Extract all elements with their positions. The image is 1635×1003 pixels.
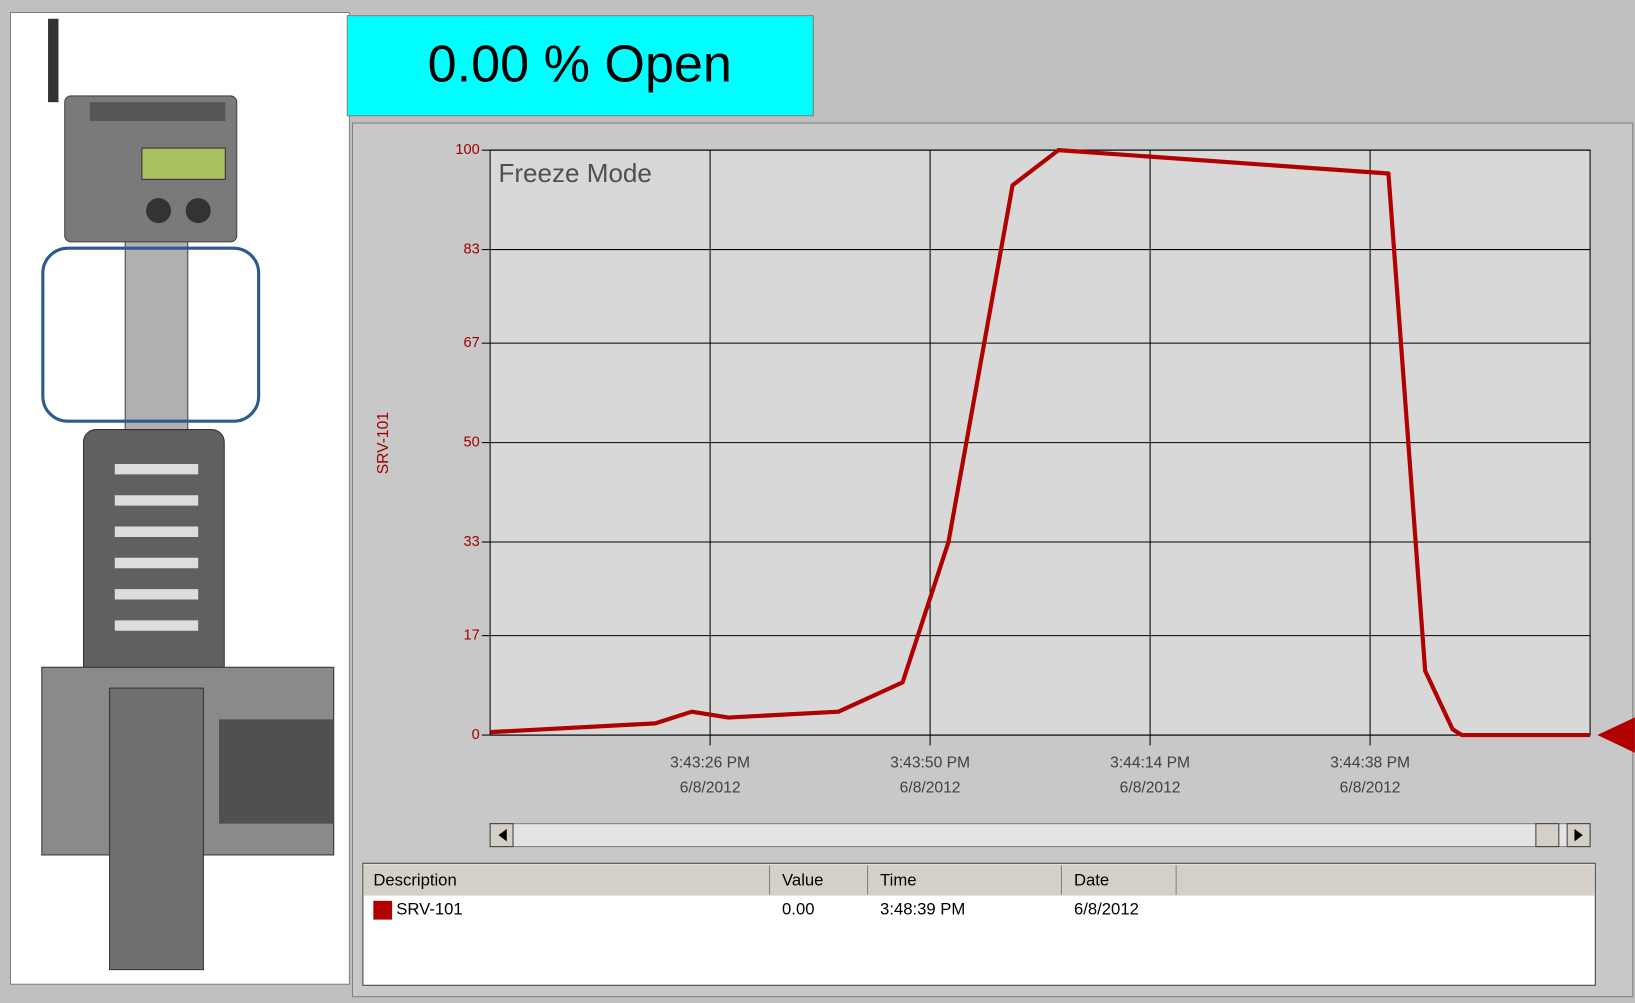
scrollbar[interactable] <box>490 824 1590 847</box>
legend-swatch <box>373 901 392 920</box>
x-tick-label: 6/8/2012 <box>680 779 741 796</box>
x-tick-label: 3:43:26 PM <box>670 754 750 771</box>
y-tick-label: 100 <box>455 142 479 158</box>
table-cell: 3:48:39 PM <box>880 900 965 919</box>
page: 0.00 % Open 0 17 33 50 67 83 100 3:43:26 PM 6/8/… <box>0 0 1635 1003</box>
y-tick-label: 50 <box>463 434 479 450</box>
column-header: Description <box>373 870 456 889</box>
x-tick-label: 3:43:50 PM <box>890 754 970 771</box>
y-tick-label: 17 <box>463 627 479 643</box>
table-cell: SRV-101 <box>396 900 462 919</box>
table-cell: 6/8/2012 <box>1074 900 1139 919</box>
y-tick-label: 33 <box>463 534 479 550</box>
annotation: Freeze Mode <box>498 158 651 188</box>
table-cell: 0.00 <box>782 900 814 919</box>
y-tick-label: 83 <box>463 241 479 257</box>
y-axis-label: SRV-101 <box>375 412 392 474</box>
column-header: Value <box>782 870 823 889</box>
x-tick-label: 6/8/2012 <box>900 779 961 796</box>
x-tick-label: 6/8/2012 <box>1340 779 1401 796</box>
x-tick-label: 3:44:14 PM <box>1110 754 1190 771</box>
screen: 0.00 % Open 0 17 33 50 67 83 100 3:43:26 PM 6/8/… <box>0 0 1635 1003</box>
column-header: Time <box>880 870 916 889</box>
column-header: Date <box>1074 870 1109 889</box>
y-tick-label: 67 <box>463 335 479 351</box>
x-tick-label: 3:44:38 PM <box>1330 754 1410 771</box>
table-header <box>364 864 1594 895</box>
y-tick-label: 0 <box>472 727 480 743</box>
x-tick-label: 6/8/2012 <box>1120 779 1181 796</box>
status-text: 0.00 % Open <box>428 36 732 94</box>
